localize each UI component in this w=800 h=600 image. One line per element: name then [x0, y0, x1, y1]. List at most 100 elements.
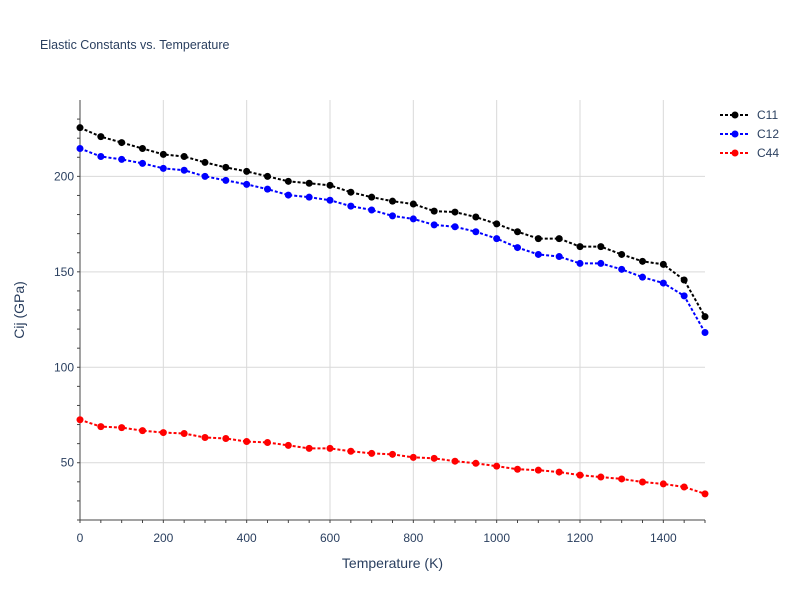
- data-point-c12[interactable]: [618, 265, 626, 273]
- data-point-c44[interactable]: [180, 430, 188, 438]
- data-point-c11[interactable]: [409, 200, 417, 208]
- data-point-c12[interactable]: [97, 153, 105, 161]
- data-point-c11[interactable]: [222, 163, 230, 171]
- data-point-c11[interactable]: [347, 188, 355, 196]
- data-point-c11[interactable]: [514, 228, 521, 236]
- x-tick-label: 400: [237, 531, 257, 545]
- data-point-c44[interactable]: [639, 478, 646, 486]
- data-point-c12[interactable]: [534, 250, 542, 258]
- data-point-c44[interactable]: [243, 438, 251, 446]
- data-point-c11[interactable]: [118, 139, 126, 147]
- data-point-c44[interactable]: [326, 444, 334, 452]
- data-point-c44[interactable]: [222, 434, 230, 442]
- data-point-c44[interactable]: [430, 454, 438, 462]
- data-point-c12[interactable]: [389, 212, 396, 220]
- data-point-c44[interactable]: [534, 466, 542, 474]
- data-point-c11[interactable]: [451, 208, 459, 216]
- data-point-c11[interactable]: [618, 250, 626, 258]
- y-tick-label: 200: [54, 169, 74, 183]
- data-point-c12[interactable]: [326, 196, 334, 204]
- data-point-c11[interactable]: [180, 153, 188, 161]
- legend-item-c11[interactable]: C11: [757, 108, 778, 122]
- data-point-c12[interactable]: [451, 223, 459, 231]
- data-point-c11[interactable]: [576, 243, 584, 251]
- data-point-c11[interactable]: [368, 193, 376, 201]
- data-point-c12[interactable]: [201, 172, 209, 180]
- data-point-c11[interactable]: [430, 207, 438, 215]
- data-point-c11[interactable]: [139, 144, 146, 152]
- data-point-c44[interactable]: [347, 447, 355, 455]
- data-point-c12[interactable]: [597, 259, 605, 267]
- data-point-c12[interactable]: [576, 259, 584, 267]
- data-point-c12[interactable]: [347, 202, 355, 210]
- data-point-c11[interactable]: [284, 177, 292, 185]
- data-point-c12[interactable]: [409, 215, 417, 223]
- data-point-c11[interactable]: [201, 158, 209, 166]
- data-point-c44[interactable]: [97, 423, 105, 431]
- data-point-c11[interactable]: [701, 313, 709, 321]
- data-point-c12[interactable]: [701, 329, 709, 337]
- data-point-c12[interactable]: [222, 176, 230, 184]
- data-point-c44[interactable]: [597, 473, 605, 481]
- data-point-c11[interactable]: [659, 260, 667, 268]
- data-point-c12[interactable]: [76, 144, 84, 152]
- data-point-c44[interactable]: [118, 424, 126, 432]
- data-point-c11[interactable]: [555, 235, 563, 243]
- data-point-c44[interactable]: [659, 480, 667, 488]
- data-point-c44[interactable]: [618, 475, 626, 483]
- data-point-c11[interactable]: [159, 150, 167, 158]
- data-point-c11[interactable]: [326, 181, 334, 189]
- data-point-c11[interactable]: [243, 167, 251, 175]
- data-point-c44[interactable]: [514, 465, 521, 473]
- data-point-c44[interactable]: [159, 429, 167, 437]
- data-point-c12[interactable]: [493, 235, 501, 243]
- data-point-c12[interactable]: [430, 221, 438, 229]
- data-point-c12[interactable]: [680, 292, 688, 300]
- data-point-c44[interactable]: [680, 483, 688, 491]
- data-point-c11[interactable]: [639, 257, 646, 265]
- data-point-c11[interactable]: [472, 213, 480, 221]
- data-point-c44[interactable]: [139, 427, 146, 435]
- data-point-c11[interactable]: [305, 179, 313, 187]
- data-point-c12[interactable]: [159, 164, 167, 172]
- legend-item-c44[interactable]: C44: [757, 146, 779, 160]
- data-point-c11[interactable]: [597, 243, 605, 251]
- data-point-c12[interactable]: [659, 279, 667, 287]
- data-point-c12[interactable]: [118, 155, 126, 163]
- data-point-c44[interactable]: [472, 459, 480, 467]
- data-point-c44[interactable]: [555, 468, 563, 476]
- data-point-c44[interactable]: [493, 462, 501, 470]
- data-point-c44[interactable]: [701, 490, 709, 498]
- data-point-c12[interactable]: [472, 228, 480, 236]
- data-point-c11[interactable]: [264, 172, 271, 180]
- data-point-c44[interactable]: [76, 416, 84, 424]
- data-point-c12[interactable]: [284, 191, 292, 199]
- data-point-c12[interactable]: [368, 206, 376, 214]
- data-point-c44[interactable]: [305, 444, 313, 452]
- data-point-c12[interactable]: [514, 244, 521, 252]
- data-point-c12[interactable]: [305, 193, 313, 201]
- chart-title: Elastic Constants vs. Temperature: [40, 38, 230, 52]
- data-point-c44[interactable]: [368, 449, 376, 457]
- data-point-c12[interactable]: [264, 185, 271, 193]
- data-point-c11[interactable]: [97, 133, 105, 141]
- data-point-c44[interactable]: [389, 450, 396, 458]
- data-point-c11[interactable]: [680, 276, 688, 284]
- legend-item-c12[interactable]: C12: [757, 127, 779, 141]
- data-point-c11[interactable]: [76, 124, 84, 132]
- data-point-c12[interactable]: [180, 166, 188, 174]
- data-point-c11[interactable]: [534, 235, 542, 243]
- data-point-c12[interactable]: [555, 253, 563, 261]
- data-point-c12[interactable]: [639, 273, 646, 281]
- data-point-c44[interactable]: [576, 471, 584, 479]
- data-point-c44[interactable]: [201, 434, 209, 442]
- data-point-c11[interactable]: [493, 220, 501, 228]
- data-point-c44[interactable]: [409, 453, 417, 461]
- data-point-c44[interactable]: [284, 441, 292, 449]
- data-point-c44[interactable]: [451, 457, 459, 465]
- data-point-c44[interactable]: [264, 438, 271, 446]
- data-point-c12[interactable]: [243, 180, 251, 188]
- data-point-c11[interactable]: [389, 197, 396, 205]
- data-point-c12[interactable]: [139, 159, 146, 167]
